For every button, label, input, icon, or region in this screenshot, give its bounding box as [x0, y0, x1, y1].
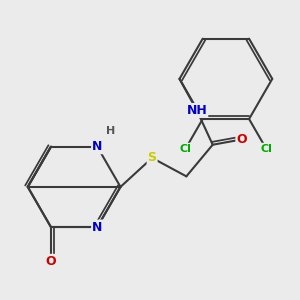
- Text: NH: NH: [187, 104, 207, 117]
- Text: O: O: [46, 255, 56, 268]
- Text: N: N: [92, 220, 103, 234]
- Text: Cl: Cl: [260, 144, 272, 154]
- Text: H: H: [106, 126, 115, 136]
- Text: O: O: [236, 133, 247, 146]
- Text: Cl: Cl: [180, 144, 191, 154]
- Text: N: N: [92, 140, 103, 153]
- Text: S: S: [148, 152, 157, 164]
